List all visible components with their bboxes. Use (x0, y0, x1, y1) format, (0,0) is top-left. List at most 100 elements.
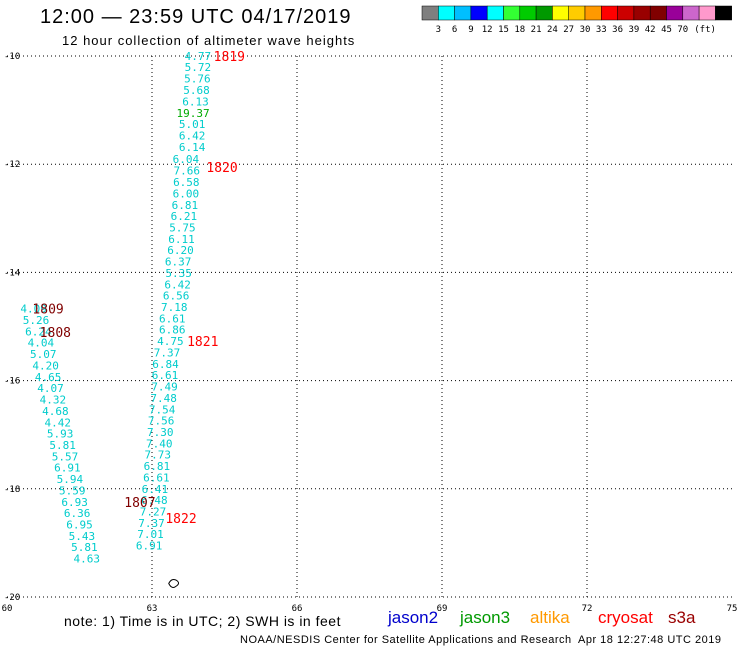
colorbar-label: 42 (645, 25, 656, 35)
wave-height-value: 6.42 (179, 130, 206, 143)
wave-height-value: 6.00 (173, 187, 200, 200)
wave-height-value: 6.91 (54, 462, 81, 475)
wave-height-value: 6.61 (159, 312, 186, 325)
colorbar-label: 9 (468, 25, 473, 35)
wave-height-value: 7.30 (147, 426, 174, 439)
colorbar-label: 30 (580, 25, 591, 35)
wave-height-value: 6.37 (165, 256, 192, 269)
legend-item-s3a: s3a (668, 608, 696, 627)
colorbar-label: 24 (547, 25, 558, 35)
wave-height-value: 6.48 (141, 494, 168, 507)
wave-height-value: 7.01 (137, 528, 164, 541)
chart-subtitle: 12 hour collection of altimeter wave hei… (62, 33, 356, 48)
wave-height-value: 7.73 (145, 449, 172, 462)
wave-height-value: 7.56 (148, 415, 175, 428)
wave-height-value: 7.54 (149, 403, 176, 416)
wave-height-value: 4.20 (32, 359, 59, 372)
wave-height-value: 6.20 (167, 244, 194, 257)
wave-height-value: 4.68 (42, 405, 69, 418)
wave-height-value: 6.58 (173, 176, 200, 189)
colorbar-swatch (454, 5, 472, 21)
colorbar-swatch (617, 5, 635, 21)
colorbar-swatch (438, 5, 455, 21)
wave-height-value: 6.14 (179, 141, 206, 154)
wave-height-value: 5.68 (183, 84, 210, 97)
wave-height-value: 7.49 (151, 381, 178, 394)
wave-height-value: 6.56 (163, 290, 190, 303)
wave-height-value: 4.42 (45, 416, 72, 429)
colorbar-label: 45 (661, 25, 672, 35)
wave-height-value: 5.81 (49, 439, 76, 452)
wave-height-value: 5.26 (23, 314, 50, 327)
wave-height-value: 19.37 (177, 107, 210, 120)
wave-height-value: 5.75 (169, 221, 196, 234)
colorbar-swatch (421, 5, 439, 21)
colorbar-label: 21 (531, 25, 542, 35)
wave-height-value: 6.86 (159, 324, 186, 337)
legend-item-altika: altika (530, 608, 570, 627)
x-tick-label: 75 (727, 604, 738, 614)
wave-height-value: 6.61 (152, 369, 179, 382)
legend-item-cryosat: cryosat (598, 608, 653, 627)
wave-height-value: 4.75 (157, 335, 184, 348)
wave-height-value: 6.81 (172, 199, 199, 212)
wave-height-value: 5.59 (59, 484, 86, 497)
colorbar-label: (ft) (694, 25, 716, 35)
wave-height-value: 5.94 (57, 473, 84, 486)
colorbar-label: 3 (436, 25, 441, 35)
colorbar-swatch (519, 5, 537, 21)
footer-credit: NOAA/NESDIS Center for Satellite Applica… (240, 634, 572, 646)
colorbar-swatch (535, 5, 553, 21)
wave-height-value: 6.95 (66, 519, 93, 532)
wave-height-value: 7.48 (150, 392, 177, 405)
wave-height-value: 5.43 (69, 530, 96, 543)
y-tick-label: -12 (4, 160, 20, 170)
colorbar-label: 27 (563, 25, 574, 35)
wave-height-value: 7.40 (146, 437, 173, 450)
wave-height-value: 6.13 (182, 95, 209, 108)
wave-height-value: 4.04 (28, 337, 55, 350)
wave-height-value: 6.24 (25, 325, 52, 338)
colorbar-swatch (633, 5, 651, 21)
wave-height-value: 6.42 (164, 278, 191, 291)
wave-height-value: 6.04 (173, 153, 200, 166)
y-tick-label: -16 (4, 377, 20, 387)
pass-time-label: 1820 (206, 161, 237, 176)
pass-time-label: 1807 (124, 496, 155, 511)
wave-height-value: 4.09 (20, 303, 47, 316)
wave-height-value: 7.37 (154, 346, 181, 359)
colorbar-label: 15 (498, 25, 509, 35)
colorbar-swatch (584, 5, 602, 21)
legend-item-jason3: jason3 (460, 608, 511, 627)
wave-height-value: 4.32 (40, 394, 67, 407)
wave-height-value: 4.07 (37, 382, 64, 395)
chart-title: 12:00 — 23:59 UTC 04/17/2019 (40, 6, 352, 28)
colorbar-label: 39 (628, 25, 639, 35)
colorbar-swatch (503, 5, 521, 21)
pass-time-label: 1822 (165, 512, 196, 527)
footer-timestamp: Apr 18 12:27:48 UTC 2019 (578, 634, 722, 646)
x-tick-label: 60 (2, 604, 13, 614)
wave-height-value: 5.57 (52, 450, 79, 463)
wave-height-value: 6.36 (64, 507, 91, 520)
wave-height-value: 5.07 (30, 348, 57, 361)
wave-height-value: 6.11 (168, 233, 195, 246)
colorbar-label: 33 (596, 25, 607, 35)
colorbar-label: 36 (612, 25, 623, 35)
colorbar-swatch (682, 5, 700, 21)
colorbar-swatch (666, 5, 684, 21)
pass-time-label: 1808 (40, 326, 71, 341)
y-tick-label: -18 (4, 485, 20, 495)
wave-height-value: 7.27 (140, 506, 167, 519)
pass-time-label: 1809 (32, 303, 63, 318)
colorbar-swatch (698, 5, 716, 21)
wave-height-value: 6.91 (136, 540, 163, 553)
y-tick-label: -14 (4, 268, 20, 278)
footer-note: note: 1) Time is in UTC; 2) SWH is in fe… (64, 613, 341, 629)
wave-height-value: 5.01 (179, 118, 206, 131)
y-tick-label: -10 (4, 52, 20, 62)
wave-height-value: 6.81 (144, 460, 171, 473)
wave-height-value: 5.93 (47, 428, 74, 441)
